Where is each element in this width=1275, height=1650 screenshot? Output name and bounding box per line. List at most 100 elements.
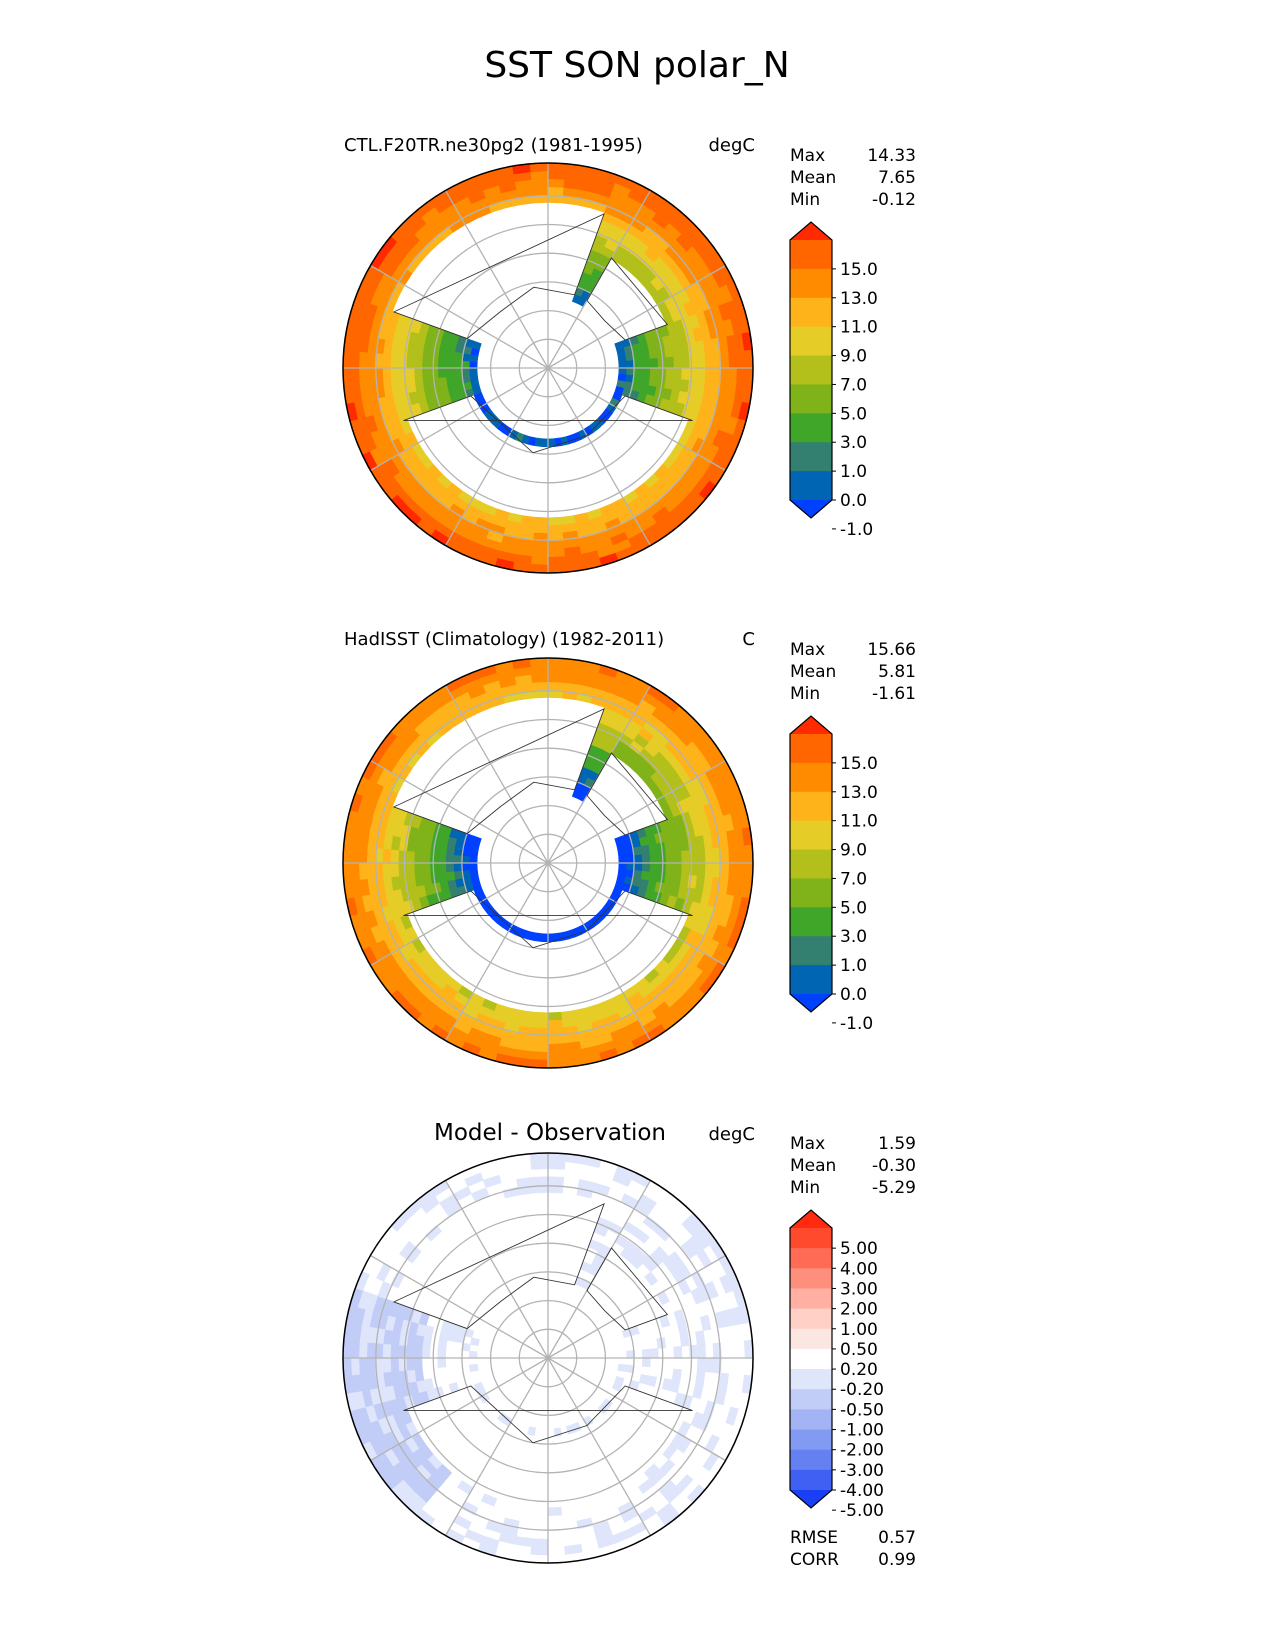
field-cell [618,360,628,369]
field-cell [350,845,360,864]
field-cell [634,862,643,872]
field-cell [654,1224,672,1242]
colorbar-tick-label: 1.00 [840,1320,878,1340]
stats-block: Max 15.66 Mean 5.81 Min -1.61 [790,640,916,704]
field-cell [679,1333,690,1347]
field-cell [389,1343,400,1359]
field-cell [547,548,565,558]
coastline [403,1385,693,1444]
field-cell [468,360,478,369]
field-cell [358,1357,368,1375]
field-cell [641,862,651,873]
field-cell [529,1153,549,1162]
field-cell [547,524,563,534]
field-cell [695,1330,706,1346]
field-cell [640,844,651,856]
field-cell [531,673,549,683]
field-cell [673,367,683,381]
colorbar-segment [790,355,832,386]
field-cell [399,1240,416,1259]
field-cell [728,367,738,385]
stat-value-corr: 0.99 [878,1550,916,1570]
stat-label-min: Min [790,190,820,210]
field-cell [704,1357,714,1373]
colorbar-segment [790,1248,832,1269]
colorbar-tick-label: 5.0 [840,898,867,918]
colorbar-tick-label: 5.0 [840,404,867,424]
field-cell [547,1160,566,1170]
colorbar-tick-label: -5.00 [840,1501,884,1521]
field-cell [358,351,368,369]
field-cell [413,355,423,369]
field-cell [641,853,651,864]
field-cell [547,1051,566,1061]
field-cell [533,1019,549,1029]
stat-value-mean: 7.65 [878,168,916,188]
colorbar-tick-label: 0.50 [840,1340,878,1360]
colorbar-tick-label: 5.00 [840,1239,878,1259]
field-cell [389,862,400,878]
field-cell [718,1372,729,1390]
field-cell [592,1182,611,1196]
meridian [547,1357,652,1536]
field-cell [445,367,455,378]
field-cell [445,375,456,387]
field-cell [744,844,753,864]
field-cell [596,1535,616,1549]
field-cell [649,367,659,378]
colorbar-segment [790,1268,832,1290]
field-cell [350,862,360,881]
field-cell [421,862,431,875]
colorbar-extend-min [790,994,832,1012]
field-cell [389,848,400,864]
colorbar-segment [790,297,832,328]
field-cell [389,353,400,369]
field-cell [649,1348,659,1359]
colorbar-tick-label: -1.0 [840,520,873,540]
field-cell [547,516,563,527]
colorbar-segment [790,965,832,995]
field-cell [469,1363,479,1373]
field-cell [366,1357,376,1375]
field-cell [437,1348,447,1359]
colorbar-tick-label: -4.00 [840,1481,884,1501]
field-cell [530,1546,549,1556]
field-cell [673,355,683,369]
graticule [343,1153,753,1563]
field-cell [728,846,738,864]
field-cell [531,1043,549,1053]
field-cell [421,356,431,369]
colorbar-tick-label: 1.0 [840,956,867,976]
field-cell [421,367,431,380]
field-cell [673,1345,683,1359]
coastline [392,708,605,835]
field-cell [634,359,643,369]
field-cell [692,1383,704,1400]
field-cell [531,1176,549,1186]
coastline [586,752,669,836]
field-cell [531,681,549,691]
field-cell [649,853,659,864]
colorbar-tick-label: 4.00 [840,1259,878,1279]
colorbar-segment [790,1409,832,1431]
field-cell [673,850,683,864]
colorbar-segment [790,413,832,443]
field-cell [468,367,478,376]
field-cell [437,853,447,864]
field-cell [649,358,659,369]
colorbar-tick-label: 13.0 [840,783,878,803]
map-boundary [342,657,754,1069]
meridian [547,759,726,864]
stats-block: Max 1.59 Mean -0.30 Min -5.29 [790,1134,916,1198]
field-cell [633,351,643,361]
field-cell [547,438,556,448]
graticule [343,658,753,1068]
map-boundary [342,162,754,574]
stat-label-max: Max [790,146,825,166]
sst-field [343,658,753,1068]
coastlines [392,1203,693,1444]
field-cell [665,851,675,864]
field-cell [715,1387,727,1406]
colorbar-tick-label: 0.0 [840,491,867,511]
meridian [370,862,549,967]
